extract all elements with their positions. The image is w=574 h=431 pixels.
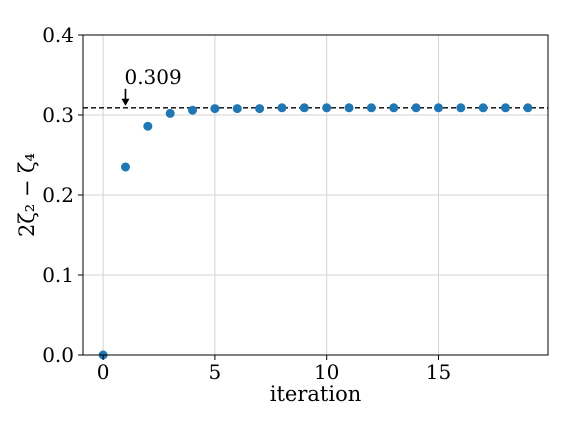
x-tick-label: 15 bbox=[426, 360, 451, 384]
annotation-group: 0.309 bbox=[121, 65, 182, 106]
y-tick-label: 0.2 bbox=[42, 183, 74, 207]
data-point bbox=[143, 121, 153, 131]
data-point bbox=[232, 104, 242, 114]
data-point bbox=[210, 104, 220, 114]
data-point bbox=[389, 103, 399, 113]
data-points bbox=[98, 103, 533, 360]
y-tick-label: 0.0 bbox=[42, 343, 74, 367]
data-point bbox=[344, 103, 354, 113]
data-point bbox=[255, 104, 265, 114]
x-tick-label: 5 bbox=[209, 360, 222, 384]
data-point bbox=[433, 103, 443, 113]
y-axis-label: 2ζ₂ − ζ₄ bbox=[15, 153, 39, 237]
x-tick-label: 0 bbox=[97, 360, 110, 384]
data-point bbox=[523, 103, 533, 113]
data-point bbox=[366, 103, 376, 113]
x-axis-label: iteration bbox=[270, 382, 361, 406]
y-tick-label: 0.3 bbox=[42, 103, 74, 127]
annotation-arrow-head bbox=[121, 98, 130, 106]
data-point bbox=[277, 103, 287, 113]
data-point bbox=[456, 103, 466, 113]
axis-ticks: 0 5 10 15 0.0 0.1 0.2 0.3 0.4 bbox=[42, 23, 451, 384]
x-tick-label: 10 bbox=[314, 360, 339, 384]
y-tick-label: 0.4 bbox=[42, 23, 74, 47]
data-point bbox=[322, 103, 332, 113]
data-point bbox=[501, 103, 511, 113]
data-point bbox=[188, 105, 198, 115]
data-point bbox=[120, 162, 130, 172]
data-point bbox=[478, 103, 488, 113]
data-point bbox=[411, 103, 421, 113]
annotation-label: 0.309 bbox=[124, 65, 181, 89]
data-point bbox=[165, 108, 175, 118]
y-tick-label: 0.1 bbox=[42, 263, 74, 287]
data-point bbox=[299, 103, 309, 113]
